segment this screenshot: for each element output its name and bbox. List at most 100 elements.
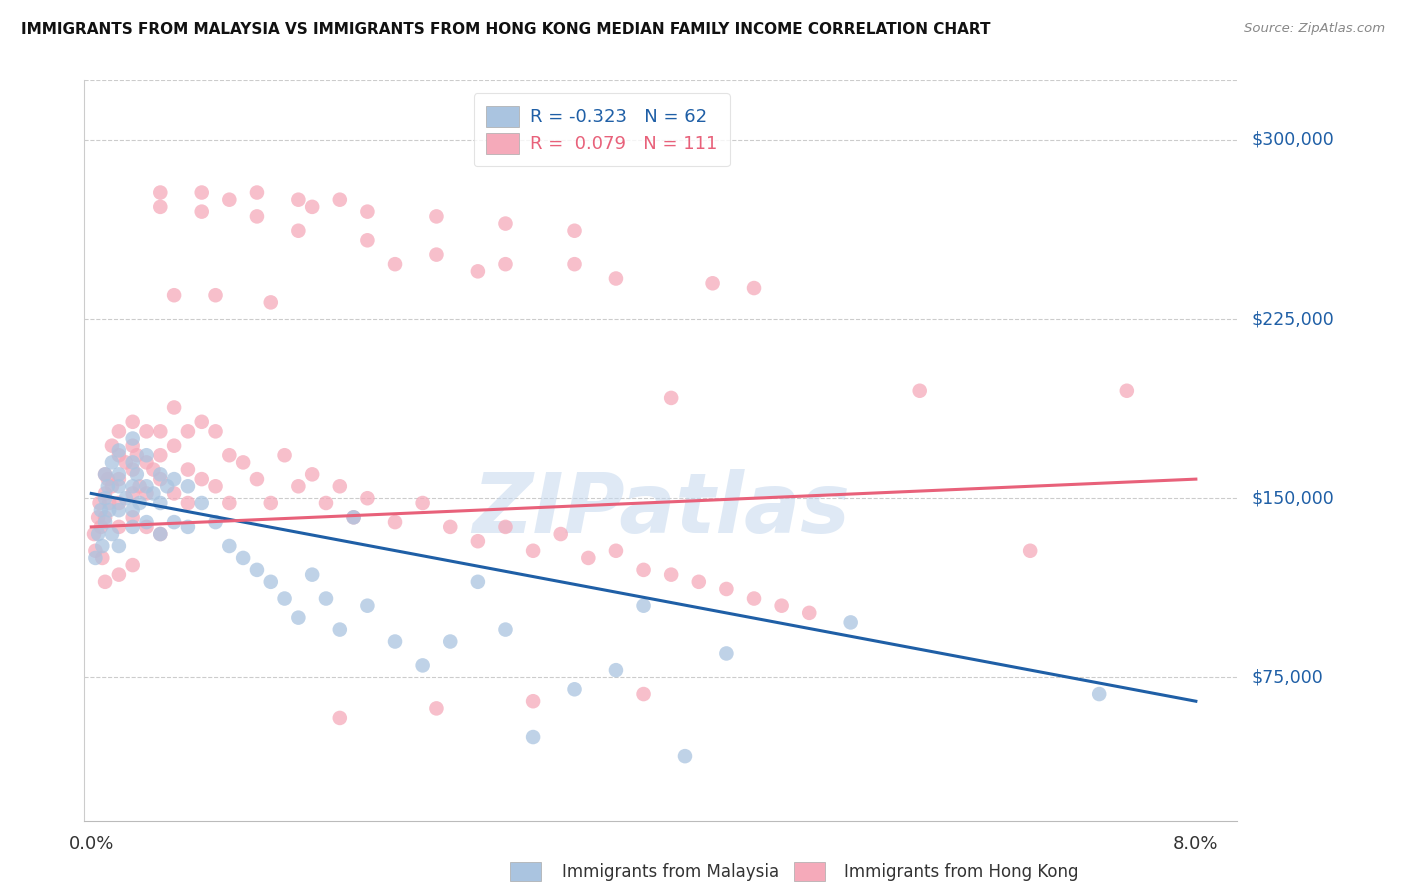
Point: [128, 496, 150, 510]
Point: [121, 462, 143, 476]
Point: [232, 455, 254, 469]
Point: [135, 520, 157, 534]
Point: [163, 288, 186, 302]
Point: [315, 591, 337, 606]
Point: [108, 479, 131, 493]
Point: [190, 496, 212, 510]
Point: [163, 439, 186, 453]
Point: [605, 543, 627, 558]
Point: [605, 663, 627, 677]
Point: [190, 204, 212, 219]
Point: [108, 472, 131, 486]
Point: [218, 539, 240, 553]
Point: [633, 687, 655, 701]
Point: [149, 472, 172, 486]
Point: [114, 491, 136, 506]
Point: [149, 467, 172, 482]
Point: [260, 496, 283, 510]
Point: [232, 550, 254, 565]
Point: [177, 462, 200, 476]
Point: [177, 520, 200, 534]
Point: [108, 539, 131, 553]
Point: [149, 527, 172, 541]
Point: [564, 682, 586, 697]
Point: [90, 520, 112, 534]
Point: [1115, 384, 1137, 398]
Point: [218, 496, 240, 510]
Point: [425, 247, 447, 261]
Point: [125, 467, 148, 482]
Point: [412, 496, 434, 510]
Point: [135, 455, 157, 469]
Point: [384, 257, 406, 271]
Text: $300,000: $300,000: [1251, 131, 1334, 149]
Point: [108, 448, 131, 462]
Point: [135, 515, 157, 529]
Point: [439, 634, 461, 648]
Point: [121, 455, 143, 469]
Point: [121, 520, 143, 534]
Point: [108, 443, 131, 458]
Point: [149, 425, 172, 439]
Point: [260, 295, 283, 310]
Point: [495, 623, 517, 637]
Point: [163, 515, 186, 529]
Point: [121, 432, 143, 446]
Point: [149, 527, 172, 541]
Point: [673, 749, 696, 764]
Text: IMMIGRANTS FROM MALAYSIA VS IMMIGRANTS FROM HONG KONG MEDIAN FAMILY INCOME CORRE: IMMIGRANTS FROM MALAYSIA VS IMMIGRANTS F…: [21, 22, 991, 37]
Point: [301, 200, 323, 214]
Point: [177, 496, 200, 510]
Point: [97, 479, 120, 493]
Text: $75,000: $75,000: [1251, 668, 1323, 686]
Point: [149, 186, 172, 200]
Point: [659, 567, 682, 582]
Point: [633, 599, 655, 613]
Point: [121, 479, 143, 493]
Point: [425, 210, 447, 224]
Point: [121, 558, 143, 573]
Point: [121, 510, 143, 524]
Point: [495, 520, 517, 534]
Point: [246, 186, 269, 200]
Point: [190, 186, 212, 200]
Point: [564, 257, 586, 271]
Point: [90, 503, 112, 517]
Point: [98, 496, 121, 510]
Point: [246, 563, 269, 577]
Text: $150,000: $150,000: [1251, 489, 1334, 508]
Point: [495, 257, 517, 271]
Point: [190, 415, 212, 429]
Point: [125, 448, 148, 462]
Point: [108, 425, 131, 439]
Point: [135, 479, 157, 493]
Point: [98, 503, 121, 517]
Point: [91, 550, 114, 565]
Point: [356, 599, 378, 613]
Point: [177, 425, 200, 439]
Point: [149, 448, 172, 462]
Point: [177, 479, 200, 493]
Point: [287, 224, 309, 238]
Point: [91, 539, 114, 553]
Point: [467, 574, 489, 589]
Point: [84, 543, 107, 558]
Point: [1088, 687, 1111, 701]
Point: [356, 233, 378, 247]
Point: [287, 193, 309, 207]
Point: [121, 503, 143, 517]
Point: [218, 448, 240, 462]
Point: [163, 401, 186, 415]
Point: [716, 647, 738, 661]
Point: [439, 520, 461, 534]
Point: [83, 527, 105, 541]
Point: [87, 527, 110, 541]
Point: [301, 567, 323, 582]
Point: [94, 574, 117, 589]
Point: [121, 486, 143, 500]
Point: [633, 563, 655, 577]
Point: [522, 543, 544, 558]
Point: [273, 448, 295, 462]
Point: [121, 415, 143, 429]
Point: [246, 210, 269, 224]
